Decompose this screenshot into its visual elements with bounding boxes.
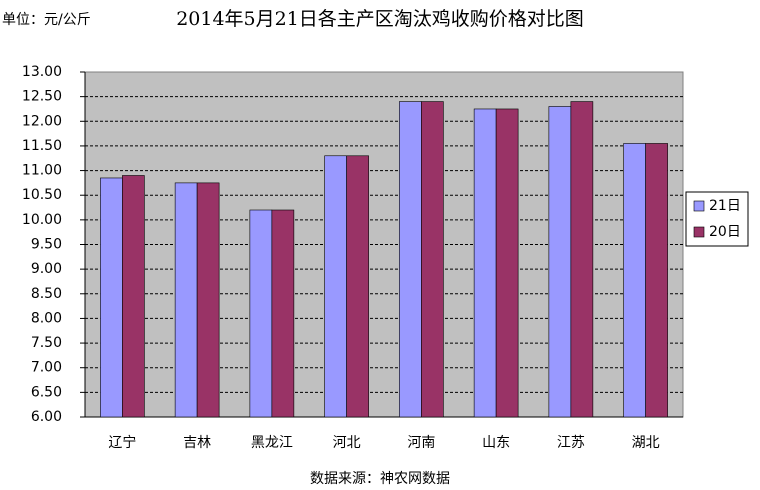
legend-label: 21日 [709,198,741,214]
x-tick-label: 黑龙江 [251,435,293,451]
y-tick-label: 11.00 [22,163,62,179]
y-tick-label: 8.50 [31,286,62,302]
x-tick-label: 河南 [407,435,435,451]
bar [548,106,572,418]
bar [495,108,519,418]
y-tick-label: 9.00 [31,261,62,277]
bar [346,155,369,418]
x-tick-label: 江苏 [557,435,585,451]
bar [645,143,668,418]
y-tick-label: 9.50 [31,237,62,253]
bar [196,182,220,418]
y-tick-label: 6.00 [31,409,62,425]
bar [174,182,198,418]
legend-swatch [693,226,705,238]
source-note: 数据来源：神农网数据 [310,471,450,487]
x-tick-label: 湖北 [632,435,660,451]
bar [473,108,497,418]
y-tick-label: 6.50 [31,384,62,400]
legend-swatch [693,200,705,212]
bar [399,101,422,418]
x-tick-label: 吉林 [183,435,211,451]
bar [122,175,145,418]
bar [623,143,646,418]
x-tick-label: 辽宁 [108,434,136,451]
y-tick-label: 8.00 [31,310,62,326]
bar [271,209,295,418]
unit-label: 单位：元/公斤 [2,12,91,28]
bar [421,101,444,418]
bar [570,101,594,418]
y-tick-label: 12.00 [22,113,62,129]
y-tick-label: 10.00 [22,212,62,228]
x-tick-label: 河北 [333,435,361,451]
bar [324,155,347,418]
chart-title: 2014年5月21日各主产区淘汰鸡收购价格对比图 [176,8,584,30]
bar [100,177,123,418]
y-tick-label: 12.50 [22,89,62,105]
y-tick-label: 7.00 [31,360,62,376]
y-tick-label: 13.00 [22,64,62,80]
y-tick-label: 11.50 [22,138,62,154]
legend-label: 20日 [709,224,741,240]
bar [249,209,273,418]
plot-area [84,71,684,418]
y-tick-label: 10.50 [22,187,62,203]
y-tick-label: 7.50 [31,335,62,351]
x-tick-label: 山东 [482,435,510,451]
